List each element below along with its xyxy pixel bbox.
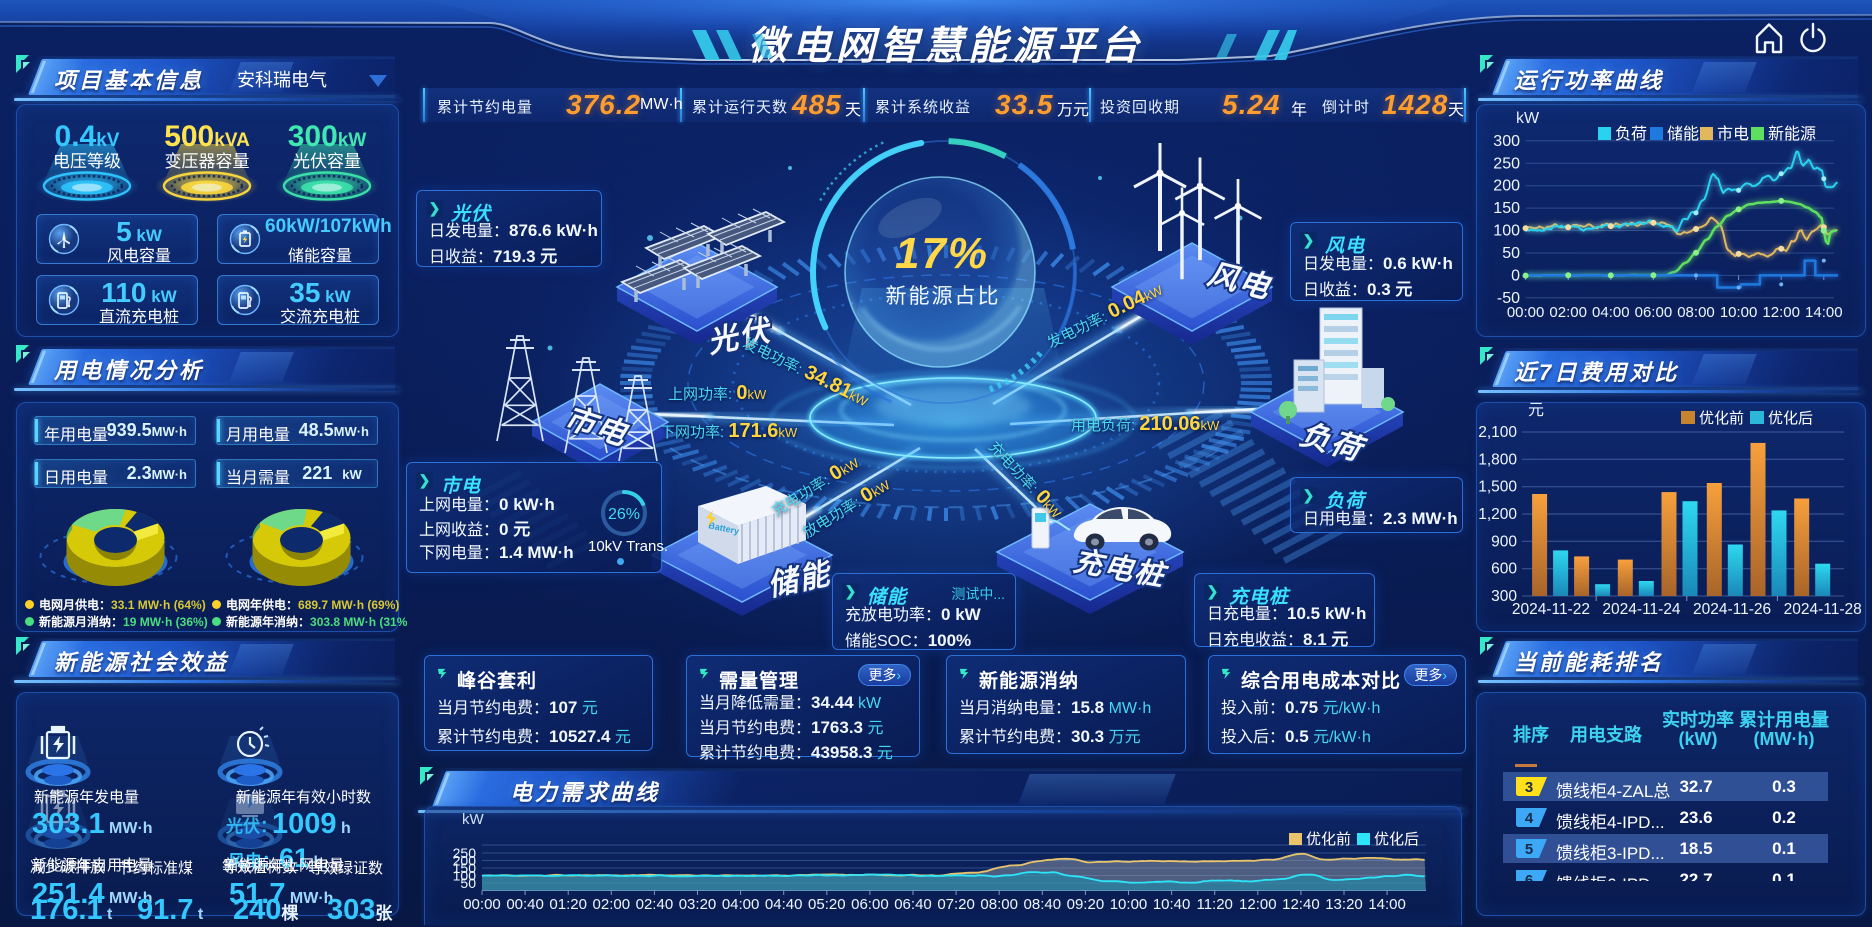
svg-text:2,100: 2,100 — [1478, 424, 1517, 441]
svg-text:3: 3 — [1525, 779, 1533, 796]
svg-text:优化后: 优化后 — [1374, 831, 1419, 848]
svg-text:2024-11-22: 2024-11-22 — [1512, 601, 1590, 618]
svg-text:2024-11-26: 2024-11-26 — [1693, 601, 1771, 618]
svg-text:250: 250 — [1493, 155, 1520, 172]
svg-text:10:00: 10:00 — [1110, 896, 1148, 913]
svg-text:新能源: 新能源 — [1768, 125, 1816, 143]
svg-text:06:00: 06:00 — [1635, 304, 1673, 321]
svg-text:储能: 储能 — [1667, 125, 1699, 143]
svg-text:04:40: 04:40 — [765, 896, 803, 913]
svg-text:02:00: 02:00 — [1549, 304, 1587, 321]
svg-text:14:00: 14:00 — [1368, 896, 1406, 913]
svg-text:07:20: 07:20 — [937, 896, 975, 913]
svg-text:优化前: 优化前 — [1699, 410, 1744, 427]
svg-text:新能源占比: 新能源占比 — [886, 285, 1001, 308]
svg-text:300: 300 — [1491, 588, 1517, 605]
svg-text:250: 250 — [453, 845, 477, 861]
svg-text:12:40: 12:40 — [1282, 896, 1320, 913]
svg-text:04:00: 04:00 — [722, 896, 760, 913]
svg-text:26%: 26% — [608, 506, 640, 523]
svg-text:02:00: 02:00 — [593, 896, 631, 913]
svg-text:12:00: 12:00 — [1239, 896, 1277, 913]
svg-text:13:20: 13:20 — [1325, 896, 1363, 913]
svg-text:负荷: 负荷 — [1615, 125, 1647, 143]
svg-text:150: 150 — [453, 860, 477, 876]
svg-text:100: 100 — [1493, 223, 1520, 240]
svg-text:08:00: 08:00 — [1677, 304, 1715, 321]
svg-text:02:40: 02:40 — [636, 896, 674, 913]
svg-text:10:00: 10:00 — [1720, 304, 1758, 321]
svg-text:10:40: 10:40 — [1153, 896, 1191, 913]
svg-text:01:20: 01:20 — [549, 896, 587, 913]
svg-text:50: 50 — [460, 875, 476, 891]
svg-text:200: 200 — [453, 853, 477, 869]
svg-text:05:20: 05:20 — [808, 896, 846, 913]
svg-text:100: 100 — [453, 868, 477, 884]
svg-text:04:00: 04:00 — [1592, 304, 1630, 321]
svg-text:元: 元 — [1528, 402, 1544, 419]
svg-text:kW: kW — [462, 811, 485, 828]
svg-text:900: 900 — [1491, 533, 1517, 550]
svg-text:12:00: 12:00 — [1762, 304, 1800, 321]
svg-text:-50: -50 — [1497, 290, 1520, 307]
svg-text:14:00: 14:00 — [1805, 304, 1843, 321]
svg-text:优化后: 优化后 — [1768, 410, 1813, 427]
svg-text:kW: kW — [1516, 110, 1540, 127]
svg-text:4: 4 — [1525, 810, 1534, 827]
svg-text:1,500: 1,500 — [1478, 479, 1517, 496]
svg-text:06:40: 06:40 — [894, 896, 932, 913]
svg-text:5: 5 — [1525, 841, 1533, 858]
svg-text:300: 300 — [1493, 133, 1520, 150]
svg-text:50: 50 — [1502, 245, 1520, 262]
svg-text:150: 150 — [1493, 200, 1520, 217]
svg-text:08:40: 08:40 — [1024, 896, 1062, 913]
svg-text:0: 0 — [1511, 267, 1520, 284]
svg-text:6: 6 — [1525, 872, 1533, 881]
svg-text:200: 200 — [1493, 178, 1520, 195]
svg-text:08:00: 08:00 — [980, 896, 1018, 913]
svg-text:11:20: 11:20 — [1196, 896, 1232, 913]
svg-text:市电: 市电 — [1717, 125, 1749, 143]
svg-text:00:40: 00:40 — [506, 896, 544, 913]
svg-text:03:20: 03:20 — [679, 896, 717, 913]
svg-text:2024-11-24: 2024-11-24 — [1602, 601, 1681, 618]
svg-text:1,800: 1,800 — [1478, 451, 1517, 468]
svg-text:17%: 17% — [895, 229, 989, 278]
svg-text:06:00: 06:00 — [851, 896, 889, 913]
svg-text:600: 600 — [1491, 561, 1517, 578]
svg-text:2024-11-28: 2024-11-28 — [1784, 601, 1862, 618]
svg-text:09:20: 09:20 — [1067, 896, 1105, 913]
svg-text:00:00: 00:00 — [463, 896, 501, 913]
svg-text:1,200: 1,200 — [1478, 506, 1517, 523]
svg-text:00:00: 00:00 — [1507, 304, 1545, 321]
svg-text:优化前: 优化前 — [1306, 831, 1351, 848]
